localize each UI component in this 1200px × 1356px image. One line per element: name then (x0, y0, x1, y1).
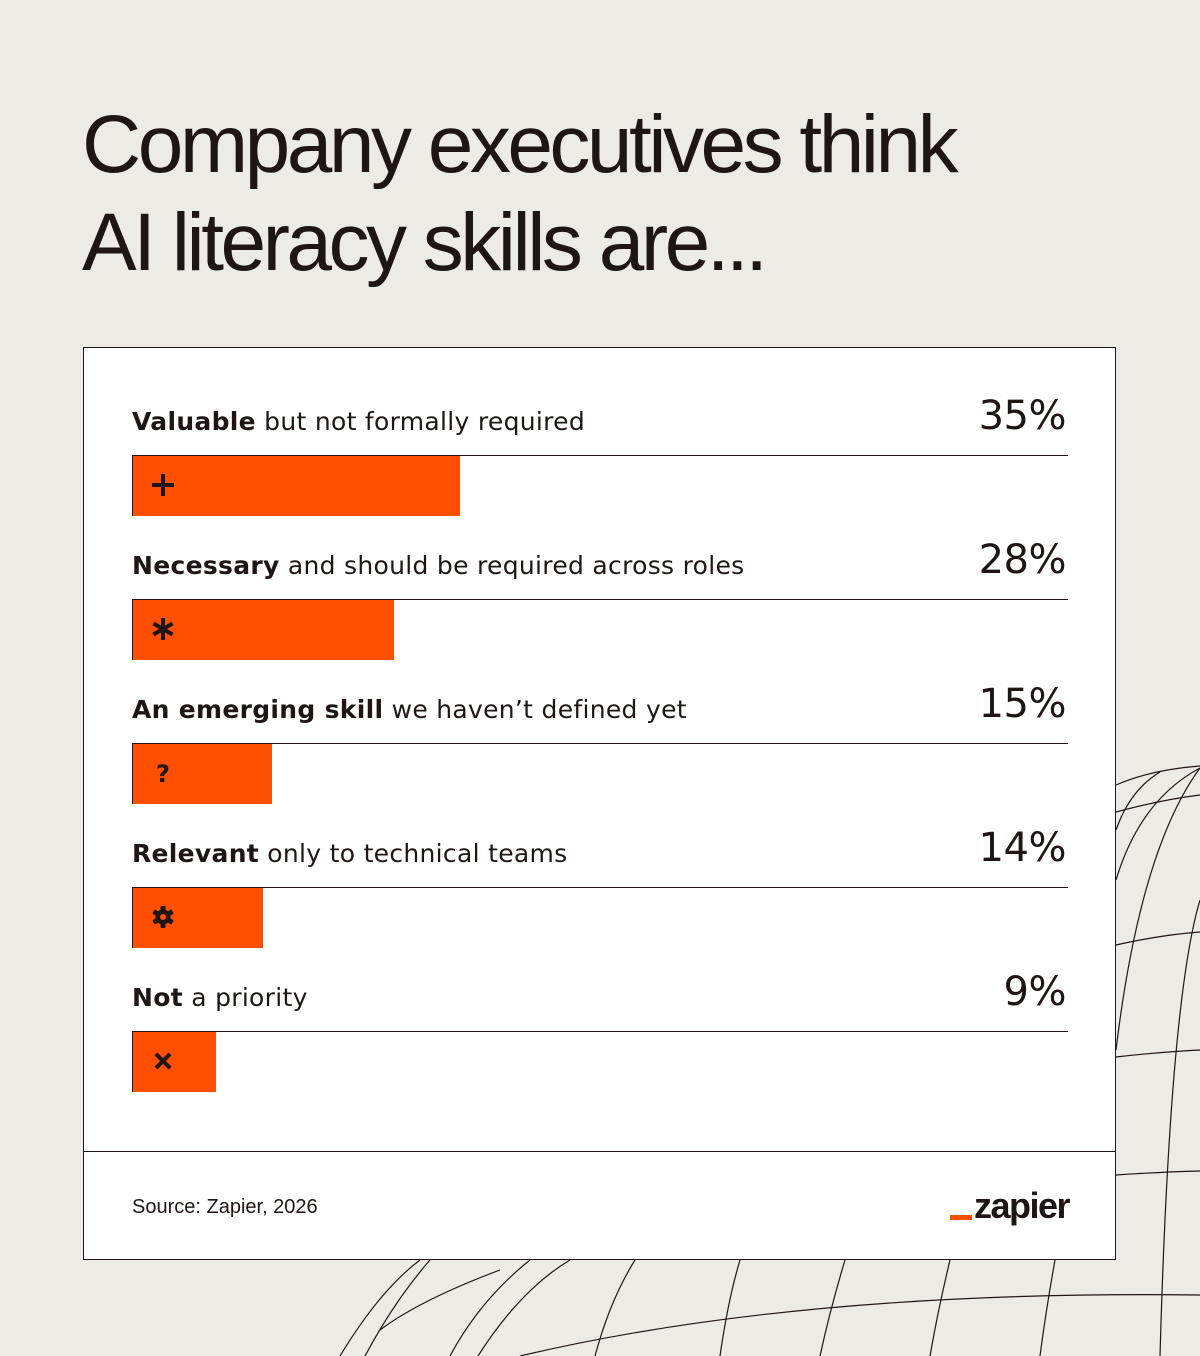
close-icon (149, 1047, 177, 1075)
chart-row: An emerging skill we haven’t defined yet… (132, 636, 1068, 804)
value-label: 28% (978, 537, 1067, 583)
category-label-rest: only to technical teams (259, 839, 568, 868)
category-label: Relevant only to technical teams (132, 838, 567, 870)
category-label-rest: and should be required across roles (279, 551, 745, 580)
gear-icon (149, 903, 177, 931)
chart-card: Valuable but not formally required 35% Nec… (83, 347, 1116, 1260)
value-label: 15% (978, 681, 1067, 727)
source-note: Source: Zapier, 2026 (132, 1196, 318, 1218)
headline-line-1: Company executives think (82, 99, 959, 190)
row-rule (132, 599, 1068, 600)
category-label-bold: Necessary (132, 551, 280, 580)
category-label-rest: but not formally required (255, 407, 586, 436)
plus-icon (149, 471, 177, 499)
logo-text: zapier (973, 1185, 1071, 1226)
category-label-bold: Not (132, 983, 183, 1012)
category-label: An emerging skill we haven’t defined yet (132, 694, 687, 726)
bar (132, 1032, 216, 1092)
chart-row: Relevant only to technical teams 14% (132, 780, 1068, 948)
category-label: Necessary and should be required across … (132, 550, 744, 582)
bar (132, 888, 263, 948)
category-label-bold: An emerging skill (132, 695, 384, 724)
svg-text:?: ? (156, 760, 170, 786)
chart-row: Valuable but not formally required 35% (132, 348, 1068, 516)
logo-dash (949, 1215, 972, 1220)
card-divider (84, 1151, 1115, 1152)
headline-line-2: AI literacy skills are... (82, 197, 768, 288)
category-label-rest: a priority (182, 983, 308, 1012)
bar: ? (132, 744, 272, 804)
row-rule (132, 455, 1068, 456)
category-label: Not a priority (132, 982, 308, 1014)
chart-row: Necessary and should be required across … (132, 492, 1068, 660)
headline: Company executives think AI literacy ski… (82, 96, 959, 292)
category-label-bold: Relevant (132, 839, 260, 868)
value-label: 9% (1003, 969, 1067, 1015)
bar (132, 600, 394, 660)
value-label: 35% (978, 393, 1067, 439)
row-rule (132, 1031, 1068, 1032)
question-icon: ? (149, 759, 177, 787)
bar (132, 456, 460, 516)
category-label-rest: we haven’t defined yet (383, 695, 687, 724)
chart-row: Not a priority 9% (132, 924, 1068, 1092)
row-rule (132, 887, 1068, 888)
row-rule (132, 743, 1068, 744)
asterisk-icon (149, 615, 177, 643)
category-label-bold: Valuable (132, 407, 256, 436)
value-label: 14% (978, 825, 1067, 871)
zapier-logo: zapier (949, 1185, 1071, 1226)
category-label: Valuable but not formally required (132, 406, 585, 438)
